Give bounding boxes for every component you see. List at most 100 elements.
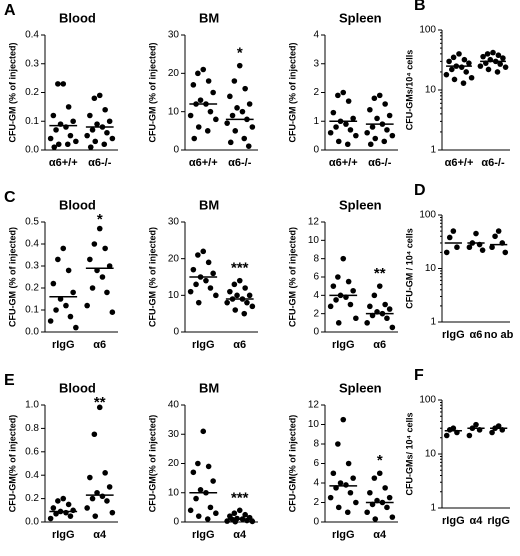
y-tick-label: 10	[425, 263, 437, 274]
data-point	[70, 289, 76, 296]
data-point	[96, 404, 103, 411]
data-point	[99, 274, 106, 280]
data-point	[384, 127, 390, 133]
data-point	[207, 504, 214, 511]
data-point	[497, 61, 504, 67]
data-point	[195, 513, 202, 519]
y-tick-label: 1	[313, 116, 319, 127]
data-point	[347, 127, 354, 133]
data-point	[87, 256, 93, 263]
data-point	[451, 76, 458, 83]
y-tick-label: 0.8	[25, 423, 39, 434]
data-point	[239, 108, 246, 115]
data-point	[84, 132, 90, 139]
data-point	[234, 292, 240, 299]
significance-mark: ***	[231, 489, 249, 506]
data-point	[102, 245, 108, 252]
data-point	[195, 460, 201, 467]
x-tick-label: α6+/+	[445, 157, 474, 169]
y-tick-label: 0.4	[25, 239, 39, 250]
y-tick-label: 30	[168, 429, 180, 440]
data-point	[495, 228, 502, 234]
x-tick-label: rIgG	[52, 529, 75, 541]
data-point	[249, 124, 256, 130]
data-point	[330, 283, 337, 289]
data-point	[99, 493, 106, 500]
data-point	[244, 299, 250, 306]
x-tick-label: α6	[470, 329, 483, 341]
data-point	[330, 470, 337, 477]
data-point	[92, 513, 99, 519]
data-point	[335, 138, 342, 145]
data-point	[50, 280, 57, 287]
y-axis-label: CFU-GMs/10⁴ cells	[404, 50, 414, 130]
x-tick-label: rIgG	[487, 515, 510, 527]
y-tick-label: 10	[308, 235, 320, 246]
y-tick-label: 6	[313, 272, 319, 283]
data-point	[232, 518, 239, 525]
x-tick-label: rIgG	[332, 339, 355, 351]
data-point	[195, 252, 201, 258]
y-tick-label: 2	[313, 497, 319, 508]
data-point	[84, 302, 90, 309]
data-point	[364, 320, 370, 326]
data-point	[450, 54, 457, 61]
y-tick-label: 4	[313, 30, 319, 41]
data-point	[340, 255, 347, 262]
y-axis-label: CFU-GMs/ 10⁴ cells	[404, 413, 414, 496]
data-point	[500, 55, 506, 61]
data-point	[232, 307, 239, 313]
data-point	[454, 244, 460, 251]
data-point	[249, 303, 256, 310]
data-point	[213, 510, 219, 517]
data-point	[203, 277, 209, 284]
x-tick-label: rIgG	[52, 339, 75, 351]
data-point	[227, 93, 233, 100]
data-point	[490, 49, 496, 56]
x-tick-label: no ab	[484, 329, 514, 341]
panel-letter: E	[4, 372, 15, 389]
y-tick-label: 0	[173, 327, 179, 338]
y-tick-label: 10	[168, 106, 180, 117]
y-tick-label: 0.2	[25, 87, 39, 98]
x-tick-label: α6	[93, 339, 106, 351]
y-tick-label: 0.0	[25, 327, 39, 338]
data-point	[50, 112, 57, 119]
data-point	[60, 81, 67, 87]
data-point	[106, 263, 113, 269]
y-tick-label: 0	[173, 517, 179, 528]
data-point	[241, 135, 248, 142]
data-point	[446, 234, 453, 241]
x-tick-label: α6+/+	[329, 157, 358, 169]
data-point	[340, 89, 347, 96]
y-tick-label: 1	[430, 503, 436, 514]
y-tick-label: 10	[425, 449, 437, 460]
data-point	[386, 306, 393, 312]
data-point	[205, 78, 212, 84]
data-point	[57, 296, 64, 302]
data-point	[205, 463, 212, 470]
data-point	[495, 52, 502, 59]
data-point	[102, 106, 108, 113]
panel-title: BM	[199, 197, 219, 212]
data-point	[210, 89, 216, 96]
data-point	[376, 92, 383, 99]
x-tick-label: α6-/-	[88, 157, 112, 169]
x-tick-label: α4	[233, 529, 247, 541]
y-tick-label: 12	[308, 400, 320, 411]
data-point	[386, 494, 393, 501]
y-axis-label: CFU-GM / 10⁴ cells	[404, 228, 414, 308]
panel-title: Blood	[59, 380, 96, 395]
data-point	[229, 112, 236, 119]
data-point	[67, 513, 74, 519]
data-point	[374, 115, 380, 122]
y-tick-label: 2	[313, 87, 319, 98]
data-point	[190, 266, 197, 273]
significance-mark: *	[97, 211, 103, 228]
y-tick-label: 0.2	[25, 283, 39, 294]
data-point	[484, 51, 491, 57]
significance-mark: ***	[231, 260, 249, 277]
panel-title: BM	[199, 10, 219, 25]
